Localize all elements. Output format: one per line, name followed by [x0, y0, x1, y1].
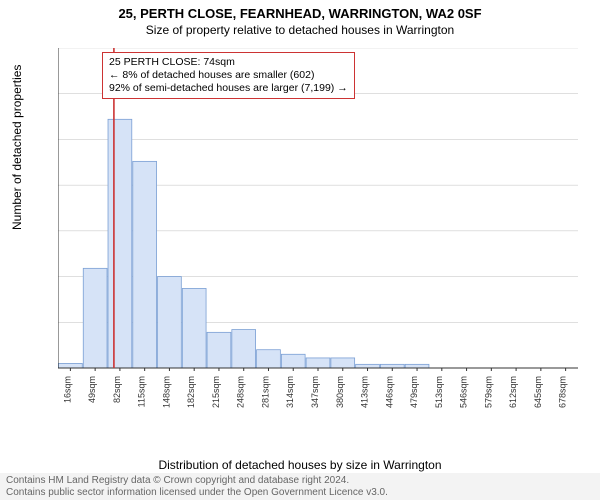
svg-text:49sqm: 49sqm [87, 376, 97, 403]
svg-text:678sqm: 678sqm [558, 376, 568, 408]
svg-text:513sqm: 513sqm [434, 376, 444, 408]
svg-text:380sqm: 380sqm [335, 376, 345, 408]
svg-text:115sqm: 115sqm [137, 376, 147, 407]
annotation-line-3: 92% of semi-detached houses are larger (… [109, 82, 348, 95]
svg-text:248sqm: 248sqm [236, 376, 246, 408]
svg-text:612sqm: 612sqm [508, 376, 518, 408]
svg-text:446sqm: 446sqm [384, 376, 394, 408]
svg-text:215sqm: 215sqm [211, 376, 221, 408]
svg-text:148sqm: 148sqm [161, 376, 171, 408]
y-axis-label: Number of detached properties [10, 65, 24, 230]
svg-text:546sqm: 546sqm [459, 376, 469, 408]
histogram-plot: 050010001500200025003000350016sqm49sqm82… [58, 48, 578, 418]
svg-text:314sqm: 314sqm [285, 376, 295, 408]
svg-text:645sqm: 645sqm [533, 376, 543, 408]
x-axis-label: Distribution of detached houses by size … [0, 458, 600, 472]
page-title: 25, PERTH CLOSE, FEARNHEAD, WARRINGTON, … [0, 0, 600, 21]
footer-line-2: Contains public sector information licen… [6, 487, 594, 499]
annotation-line-2: ← 8% of detached houses are smaller (602… [109, 69, 348, 82]
svg-text:281sqm: 281sqm [260, 376, 270, 408]
svg-text:347sqm: 347sqm [310, 376, 320, 408]
annotation-box: 25 PERTH CLOSE: 74sqm ← 8% of detached h… [102, 52, 355, 99]
svg-text:579sqm: 579sqm [483, 376, 493, 408]
footer-line-1: Contains HM Land Registry data © Crown c… [6, 475, 594, 487]
page-subtitle: Size of property relative to detached ho… [0, 21, 600, 37]
svg-text:413sqm: 413sqm [360, 376, 370, 408]
svg-text:479sqm: 479sqm [409, 376, 419, 408]
annotation-line-1: 25 PERTH CLOSE: 74sqm [109, 56, 348, 69]
chart-area: 050010001500200025003000350016sqm49sqm82… [58, 48, 578, 418]
svg-text:16sqm: 16sqm [62, 376, 72, 403]
svg-text:82sqm: 82sqm [112, 376, 122, 403]
svg-text:182sqm: 182sqm [186, 376, 196, 408]
footer-attribution: Contains HM Land Registry data © Crown c… [0, 473, 600, 500]
